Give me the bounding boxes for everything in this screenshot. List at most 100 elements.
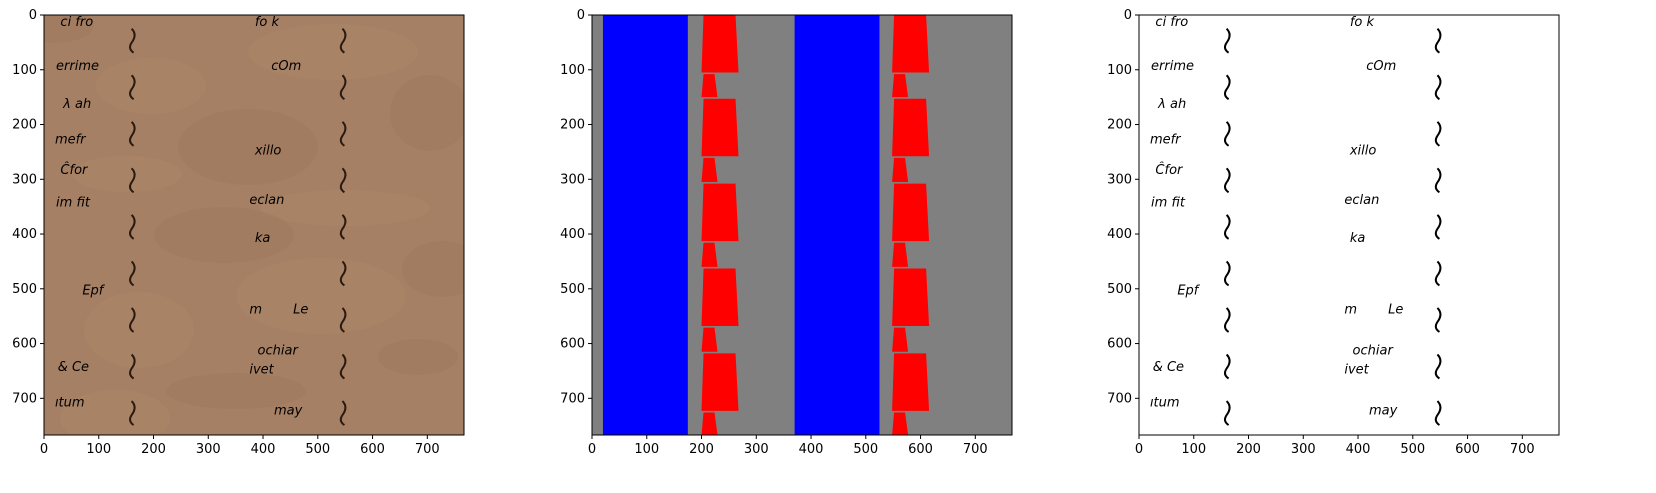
y-tick-label: 500 (560, 282, 585, 297)
handwriting-stroke: ci fro (60, 15, 93, 30)
marginal-mark-region (701, 242, 718, 267)
x-tick-label: 500 (305, 442, 330, 457)
text-column-region (794, 15, 880, 435)
marginal-mark (1434, 307, 1442, 333)
handwriting-stroke: λ ah (62, 97, 91, 112)
marginal-mark (1224, 307, 1231, 333)
panel-photo: ci fro fo k errime cOm λ ah mefr xillo Ĉfor im f… (12, 8, 465, 457)
y-tick-label: 700 (560, 391, 585, 406)
marginal-mark (1224, 214, 1231, 240)
marginal-mark (129, 307, 136, 333)
marginal-mark-region (701, 268, 739, 327)
marginal-mark (339, 27, 347, 54)
handwriting-stroke: λ ah (1157, 97, 1186, 112)
marginal-mark (129, 400, 136, 426)
y-tick-label: 200 (560, 118, 585, 133)
paper-stain (44, 15, 94, 43)
marginal-mark-region (892, 183, 930, 242)
marginal-mark-region (701, 353, 739, 411)
x-tick-label: 200 (1236, 442, 1261, 457)
handwriting-stroke: & Ce (58, 360, 89, 375)
handwriting-stroke: may (1369, 404, 1398, 419)
paper-stain (72, 156, 182, 192)
handwriting-stroke: ka (1350, 231, 1366, 246)
y-tick-label: 400 (12, 227, 37, 242)
handwriting-stroke: cOm (271, 59, 301, 74)
handwriting-stroke: Epf (1177, 283, 1200, 298)
marginal-mark (339, 260, 347, 287)
marginal-mark (1434, 167, 1442, 194)
y-tick-label: 300 (12, 172, 37, 187)
y-tick-label: 500 (1107, 282, 1132, 297)
paper-stain (248, 24, 418, 80)
marginal-mark-region (892, 412, 909, 435)
x-tick-label: 300 (1291, 442, 1316, 457)
y-tick-label: 700 (1107, 391, 1132, 406)
marginal-mark (1434, 74, 1442, 101)
x-tick-label: 700 (1510, 442, 1535, 457)
handwriting-stroke: eclan (1344, 193, 1379, 208)
paper-stain (154, 207, 294, 263)
marginal-mark (129, 27, 136, 54)
marginal-mark-region (701, 74, 718, 98)
paper-stain (96, 58, 206, 114)
y-tick-label: 400 (560, 227, 585, 242)
handwriting-stroke: ochiar (1353, 344, 1395, 359)
marginal-mark (339, 121, 347, 147)
x-tick-label: 300 (196, 442, 221, 457)
marginal-mark-region (892, 242, 909, 267)
marginal-mark-region (892, 98, 930, 157)
handwriting-stroke: mefr (55, 133, 87, 148)
image-area (592, 15, 1012, 435)
panel-binarized: ci fro fo k errime cOm λ ah mefr xillo Ĉfor im f… (1107, 8, 1560, 457)
marginal-mark (129, 214, 136, 240)
x-tick-label: 700 (963, 442, 988, 457)
y-tick-label: 0 (29, 8, 37, 23)
handwriting-stroke: fo k (255, 15, 280, 30)
text-column-region (602, 15, 688, 435)
marginal-mark (339, 307, 347, 333)
handwriting-stroke: may (274, 404, 303, 419)
marginal-mark (339, 214, 347, 240)
y-tick-label: 0 (1124, 8, 1132, 23)
x-tick-label: 400 (1346, 442, 1371, 457)
x-tick-label: 600 (360, 442, 385, 457)
paper-stain (166, 373, 306, 409)
y-tick-label: 600 (560, 337, 585, 352)
y-tick-label: 300 (560, 172, 585, 187)
handwriting-stroke: xillo (1349, 144, 1377, 159)
handwriting-stroke: ka (255, 231, 271, 246)
x-tick-label: 700 (415, 442, 440, 457)
handwriting-stroke: errime (1151, 59, 1194, 74)
handwriting-stroke: Epf (82, 283, 105, 298)
marginal-mark (1224, 400, 1231, 426)
marginal-mark (1434, 121, 1442, 147)
panel-segmentation-mask: 0 100 200 300 400 500 600 700 0 100 200 300 400 500 60… (560, 8, 1013, 457)
handwriting-stroke: ıtum (1150, 396, 1180, 411)
x-tick-label: 100 (1181, 442, 1206, 457)
handwriting-stroke: eclan (249, 193, 284, 208)
handwriting-stroke: im fit (56, 196, 91, 211)
handwriting-stroke: ochiar (258, 344, 300, 359)
marginal-mark-region (892, 353, 930, 411)
marginal-mark-region (701, 183, 739, 242)
marginal-mark (1224, 27, 1231, 54)
marginal-mark (1224, 260, 1231, 287)
marginal-mark-region (892, 15, 930, 73)
marginal-mark (1224, 167, 1231, 194)
handwriting-stroke: Le (1388, 302, 1403, 317)
paper-stain (402, 241, 464, 297)
marginal-mark (339, 74, 347, 101)
marginal-mark-region (892, 327, 909, 352)
marginal-mark-region (892, 268, 930, 327)
marginal-mark (129, 353, 136, 380)
paper-stain (84, 292, 194, 368)
handwriting-stroke: errime (56, 59, 99, 74)
marginal-mark-region (701, 412, 718, 435)
y-tick-label: 100 (1107, 63, 1132, 78)
x-tick-label: 500 (1400, 442, 1425, 457)
paper-stain (260, 190, 430, 226)
marginal-mark-region (892, 157, 909, 183)
paper-stain (60, 390, 170, 435)
